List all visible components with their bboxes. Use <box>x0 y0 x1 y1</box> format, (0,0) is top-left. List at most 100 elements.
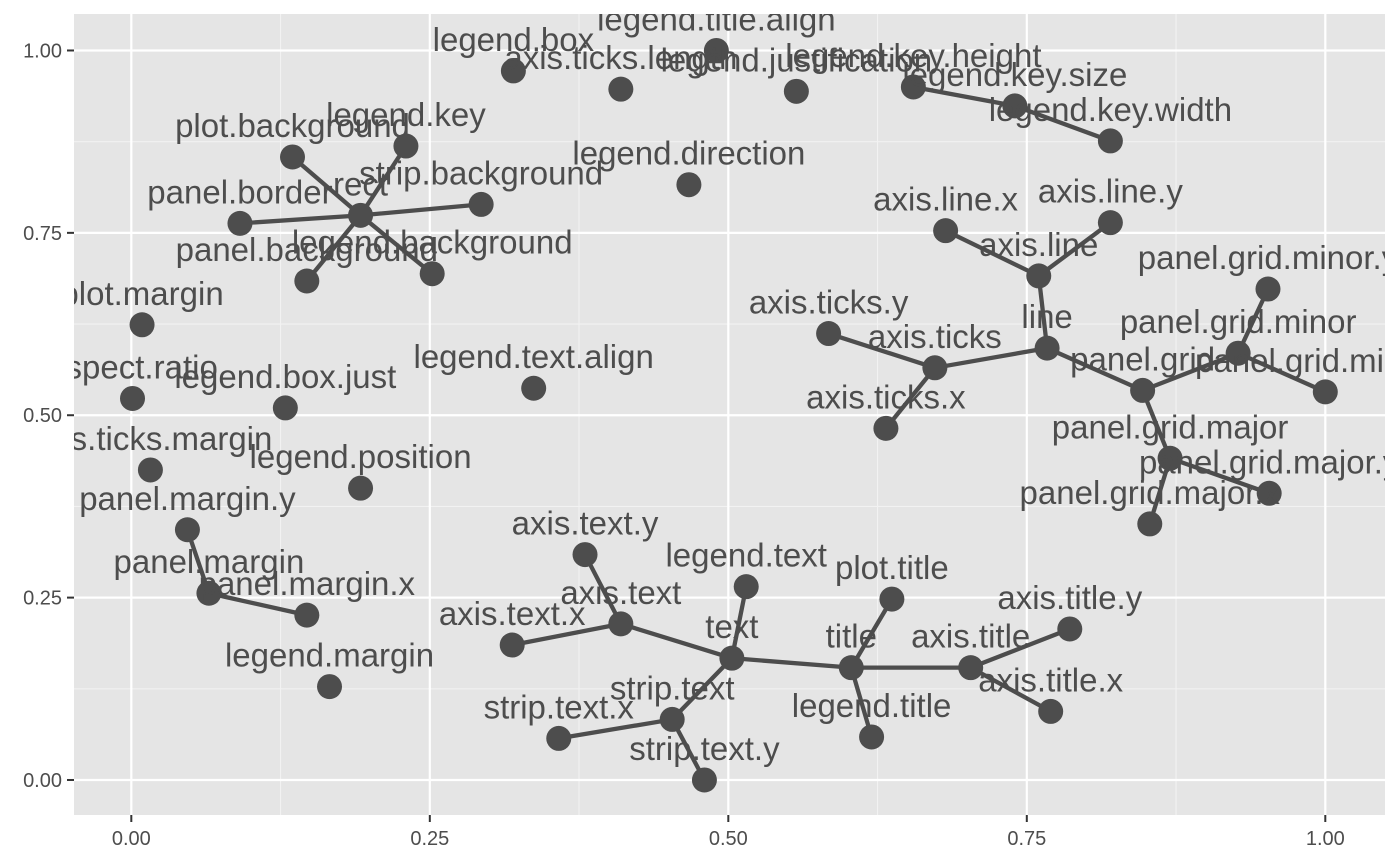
node-legend-key-size <box>1002 93 1028 119</box>
edge-legend-key-height-to-legend-key-size <box>911 84 1018 109</box>
node-label-panel-margin-x: panel.margin.x <box>199 565 416 602</box>
x-tick-label: 0.00 <box>112 828 151 850</box>
node-label-panel-grid-minor-y: panel.grid.minor.y <box>1138 239 1399 276</box>
node-label-panel-grid-minor: panel.grid.minor <box>1120 303 1357 340</box>
node-label-axis-text: axis.text <box>560 574 681 611</box>
edge-axis-ticks-to-line <box>932 345 1050 370</box>
x-tick-label: 0.50 <box>709 828 748 850</box>
edge-axis-title-to-axis-title-y <box>968 626 1072 670</box>
node-panel-grid-minor-x <box>1312 379 1338 405</box>
node-label-axis-line-y: axis.line.y <box>1038 173 1183 210</box>
node-axis-title-y <box>1057 616 1083 642</box>
edge-panel-grid-to-panel-grid-minor <box>1140 351 1241 393</box>
node-panel-grid-major <box>1157 445 1183 471</box>
node-plot-margin <box>129 312 155 338</box>
node-label-text: text <box>705 608 758 645</box>
node-label-panel-margin: panel.margin <box>114 543 305 580</box>
node-axis-text-y <box>572 542 598 568</box>
node-axis-ticks-y <box>816 321 842 347</box>
y-tick-label: 1.00 <box>23 40 62 62</box>
y-tick-label: 0.00 <box>23 770 62 792</box>
node-label-strip-background: strip.background <box>359 154 603 191</box>
node-axis-title <box>958 655 984 681</box>
node-panel-grid-major-y <box>1256 480 1282 506</box>
node-label-panel-grid-major-x: panel.grid.major.x <box>1020 474 1281 511</box>
node-label-legend-position: legend.position <box>250 438 472 475</box>
node-axis-line-x <box>933 218 959 244</box>
edge-panel-grid-minor-to-panel-grid-minor-x <box>1235 351 1328 395</box>
node-label-panel-border: panel.border <box>147 173 332 210</box>
node-panel-border <box>227 210 253 236</box>
edge-text-to-strip-text <box>670 656 735 722</box>
node-axis-ticks <box>922 355 948 381</box>
node-legend-box-just <box>272 395 298 421</box>
x-axis-tick-labels: 0.00 0.25 0.50 0.75 1.00 <box>112 828 1345 850</box>
node-label-legend-box: legend.box <box>433 21 595 58</box>
edge-strip-text-to-strip-text-x <box>556 717 675 741</box>
edge-line-to-panel-grid <box>1044 345 1145 393</box>
edge-rect-to-legend-key <box>358 143 409 218</box>
node-legend-direction <box>676 172 702 198</box>
node-label-axis-text-y: axis.text.y <box>512 505 659 542</box>
node-panel-grid-major-x <box>1137 511 1163 537</box>
edge-title-to-plot-title <box>849 596 895 670</box>
node-label-panel-grid: panel.grid <box>1070 340 1215 377</box>
node-labels: legend.title.alignlegend.boxaxis.ticks.l… <box>74 0 1400 767</box>
node-label-axis-title-y: axis.title.y <box>997 579 1142 616</box>
node-label-title: title <box>826 618 877 655</box>
edge-rect-to-strip-background <box>358 202 484 218</box>
edge-axis-line-to-axis-line-y <box>1036 220 1113 279</box>
node-legend-title <box>859 724 885 750</box>
node-label-axis-ticks-length: axis.ticks.length <box>504 39 737 76</box>
node-axis-ticks-margin <box>137 457 163 483</box>
node-label-legend-justification: legend.justification <box>661 41 933 78</box>
node-label-legend-key-width: legend.key.width <box>989 91 1232 128</box>
node-axis-text-x <box>499 632 525 658</box>
node-axis-ticks-x <box>873 415 899 441</box>
x-tick-label: 0.25 <box>410 828 449 850</box>
edge-axis-title-to-axis-title-x <box>968 665 1053 714</box>
node-label-legend-title-align: legend.title.align <box>597 0 836 37</box>
node-label-strip-text-x: strip.text.x <box>484 688 635 725</box>
edge-axis-ticks-to-axis-ticks-x <box>883 365 938 431</box>
node-legend-justification <box>783 78 809 104</box>
node-label-axis-ticks-y: axis.ticks.y <box>749 284 909 321</box>
node-legend-title-align <box>703 37 729 63</box>
node-label-axis-ticks-x: axis.ticks.x <box>806 378 966 415</box>
x-tick-label: 1.00 <box>1306 828 1345 850</box>
node-label-axis-text-x: axis.text.x <box>439 595 586 632</box>
node-label-legend-background: legend.background <box>292 224 573 261</box>
node-legend-key <box>393 133 419 159</box>
network-nodes <box>120 37 1338 793</box>
node-plot-title <box>879 586 905 612</box>
node-label-plot-background: plot.background <box>175 107 410 144</box>
edge-rect-to-panel-border <box>237 213 363 226</box>
node-label-strip-text-y: strip.text.y <box>629 730 780 767</box>
node-panel-grid-minor <box>1225 340 1251 366</box>
node-label-plot-title: plot.title <box>835 549 949 586</box>
node-label-panel-grid-major: panel.grid.major <box>1052 408 1289 445</box>
edge-rect-to-panel-background <box>304 213 363 284</box>
x-tick-label: 0.75 <box>1007 828 1046 850</box>
edge-legend-key-size-to-legend-key-width <box>1012 103 1113 144</box>
node-label-panel-grid-minor-x: panel.grid.minor.x <box>1195 342 1400 379</box>
node-rect <box>348 202 374 228</box>
node-axis-line <box>1026 263 1052 289</box>
node-label-axis-ticks: axis.ticks <box>868 318 1002 355</box>
node-aspect-ratio <box>120 385 146 411</box>
edge-text-to-title <box>729 656 854 670</box>
node-strip-text-x <box>546 725 572 751</box>
node-text <box>719 645 745 671</box>
edge-rect-to-legend-background <box>358 213 435 276</box>
node-label-rect: rect <box>333 165 388 202</box>
edge-axis-line-to-axis-line-x <box>943 228 1041 279</box>
node-panel-background <box>294 268 320 294</box>
edge-panel-grid-major-to-panel-grid-major-y <box>1167 456 1272 496</box>
node-legend-key-height <box>900 74 926 100</box>
node-axis-text <box>608 611 634 637</box>
node-axis-line-y <box>1097 210 1123 236</box>
node-panel-grid <box>1130 377 1156 403</box>
node-axis-title-x <box>1038 698 1064 724</box>
node-legend-text <box>733 574 759 600</box>
